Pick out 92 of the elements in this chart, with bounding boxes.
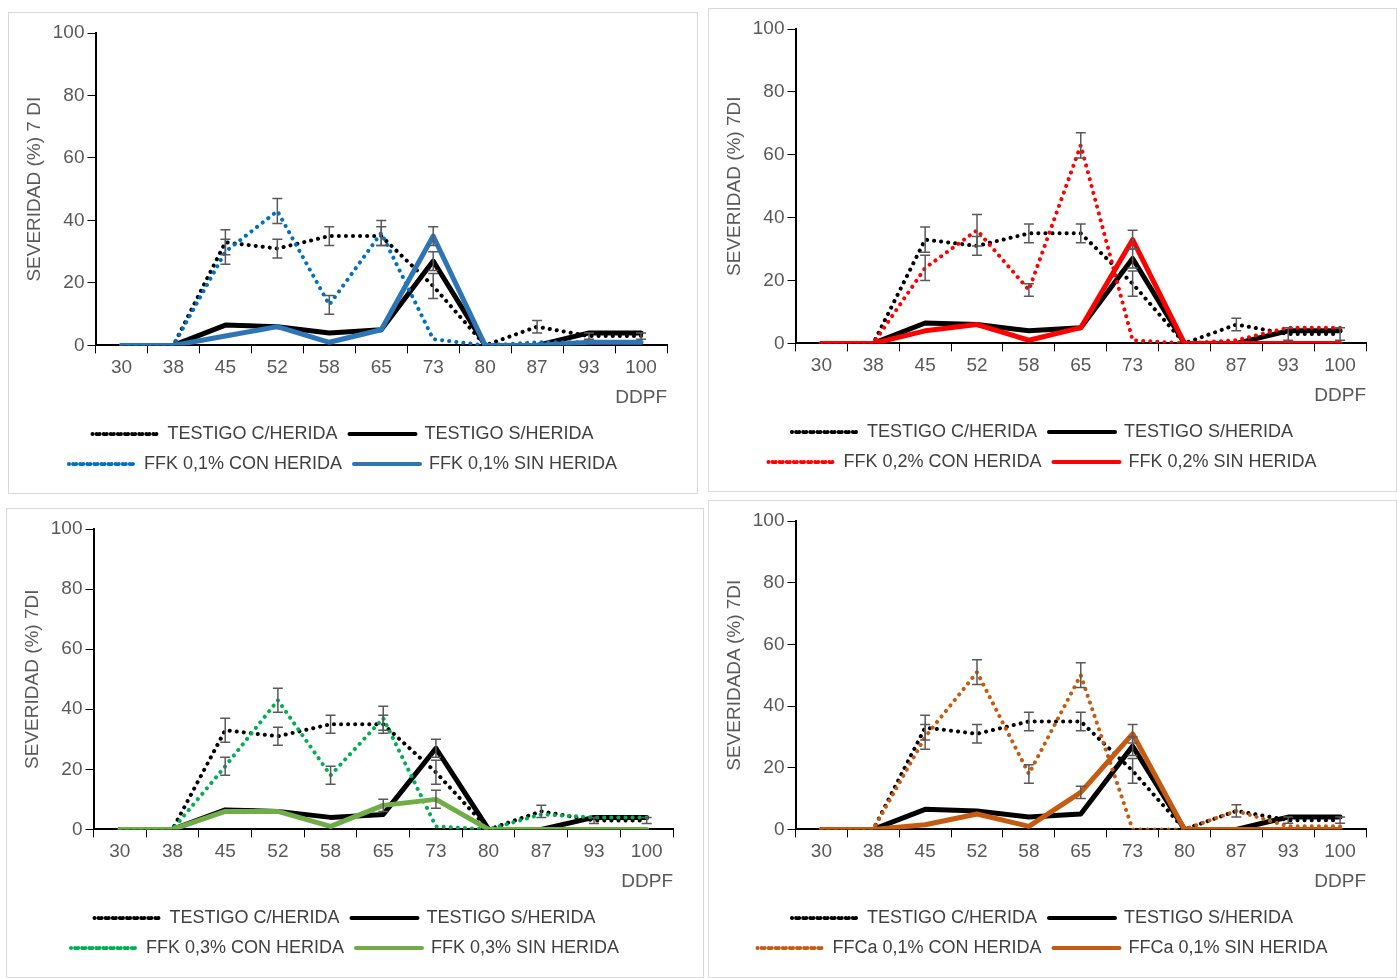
legend-label: TESTIGO S/HERIDA [1124, 420, 1294, 441]
legend-label: TESTIGO S/HERIDA [1124, 906, 1294, 927]
y-tick-label: 60 [63, 146, 85, 168]
legend-label: FFK 0,1% SIN HERIDA [429, 452, 618, 473]
y-tick-label: 60 [61, 637, 83, 659]
x-tick-label: 58 [1018, 840, 1040, 862]
y-tick-label: 0 [773, 331, 785, 353]
x-tick-label: 45 [214, 840, 236, 862]
x-tick-label: 73 [1122, 354, 1144, 376]
x-tick-label: 87 [526, 356, 548, 378]
x-tick-label: 73 [422, 356, 444, 378]
legend-label: TESTIGO S/HERIDA [424, 422, 594, 443]
x-tick-label: 73 [1122, 840, 1144, 862]
x-tick-label: 30 [810, 840, 832, 862]
legend-label: FFK 0,3% CON HERIDA [145, 936, 345, 957]
x-tick-label: 65 [370, 356, 392, 378]
legend-label: TESTIGO C/HERIDA [167, 422, 338, 443]
y-tick-label: 100 [752, 509, 785, 531]
x-tick-label: 30 [110, 356, 133, 378]
y-tick-label: 0 [73, 333, 85, 355]
y-tick-label: 100 [752, 17, 785, 39]
x-tick-label: 30 [810, 354, 832, 376]
legend-label: FFK 0,2% CON HERIDA [843, 450, 1042, 471]
x-tick-label: 45 [914, 840, 936, 862]
x-tick-label: 45 [214, 356, 236, 378]
y-tick-label: 60 [763, 632, 785, 654]
x-tick-label: 93 [1277, 840, 1299, 862]
x-tick-label: 93 [583, 840, 605, 862]
legend-label: TESTIGO S/HERIDA [426, 906, 596, 927]
y-tick-label: 100 [50, 517, 83, 539]
x-tick-label: 52 [966, 354, 988, 376]
y-tick-label: 20 [63, 271, 85, 293]
y-tick-label: 20 [61, 757, 83, 779]
x-tick-label: 52 [266, 356, 288, 378]
x-tick-label: 100 [1324, 354, 1356, 376]
x-tick-label: 58 [320, 840, 342, 862]
y-tick-label: 80 [763, 570, 785, 592]
x-tick-label: 93 [578, 356, 600, 378]
x-tick-label: 38 [862, 840, 884, 862]
y-tick-label: 20 [763, 755, 785, 777]
x-tick-label: 52 [966, 840, 988, 862]
x-tick-label: 80 [474, 356, 496, 378]
x-tick-label: 80 [1173, 840, 1196, 862]
x-tick-label: 38 [161, 840, 184, 862]
legend-label: FFCa 0,1% SIN HERIDA [1128, 936, 1328, 957]
legend-label: TESTIGO C/HERIDA [866, 906, 1037, 927]
x-tick-label: 87 [1225, 354, 1247, 376]
legend-label: FFK 0,2% SIN HERIDA [1128, 450, 1317, 471]
x-axis-title: DDPF [1314, 383, 1366, 405]
legend-label: TESTIGO C/HERIDA [866, 420, 1037, 441]
legend-label: FFCa 0,1% CON HERIDA [832, 936, 1042, 957]
x-tick-label: 87 [530, 840, 552, 862]
x-tick-label: 65 [1070, 840, 1092, 862]
y-axis-title: SEVERIDAD (%) 7 DI [22, 96, 44, 282]
x-tick-label: 100 [630, 840, 663, 862]
y-tick-label: 80 [63, 83, 85, 105]
y-tick-label: 40 [61, 697, 83, 719]
x-axis-title: DDPF [615, 385, 667, 407]
y-tick-label: 80 [61, 577, 83, 599]
y-tick-label: 80 [763, 80, 785, 102]
x-tick-label: 58 [1018, 354, 1040, 376]
x-tick-label: 87 [1225, 840, 1247, 862]
x-tick-label: 73 [425, 840, 447, 862]
x-tick-label: 58 [318, 356, 340, 378]
y-tick-label: 0 [71, 817, 83, 839]
x-tick-label: 45 [914, 354, 936, 376]
legend-label: FFK 0,1% CON HERIDA [143, 452, 343, 473]
y-tick-label: 40 [63, 208, 85, 230]
y-axis-title: SEVERIDAD (%) 7DI [722, 96, 744, 276]
x-tick-label: 93 [1277, 354, 1299, 376]
x-tick-label: 80 [1173, 354, 1196, 376]
x-axis-title: DDPF [621, 869, 673, 891]
x-tick-label: 100 [1324, 840, 1356, 862]
y-tick-label: 0 [773, 817, 785, 839]
x-tick-label: 100 [625, 356, 657, 378]
y-tick-label: 40 [763, 205, 785, 227]
x-axis-title: DDPF [1314, 869, 1366, 891]
x-tick-label: 65 [372, 840, 394, 862]
x-tick-label: 80 [478, 840, 500, 862]
x-tick-label: 38 [162, 356, 184, 378]
x-tick-label: 65 [1070, 354, 1092, 376]
x-tick-label: 38 [862, 354, 884, 376]
x-tick-label: 52 [267, 840, 289, 862]
y-tick-label: 60 [763, 142, 785, 164]
y-tick-label: 100 [52, 21, 85, 43]
x-tick-label: 30 [109, 840, 131, 862]
y-axis-title: SEVERIDADA (%) 7DI [722, 579, 744, 771]
legend-label: TESTIGO C/HERIDA [169, 906, 340, 927]
legend-label: FFK 0,3% SIN HERIDA [431, 936, 620, 957]
y-tick-label: 20 [763, 268, 785, 290]
y-tick-label: 40 [763, 694, 785, 716]
y-axis-title: SEVERIDAD (%) 7DI [20, 589, 42, 769]
